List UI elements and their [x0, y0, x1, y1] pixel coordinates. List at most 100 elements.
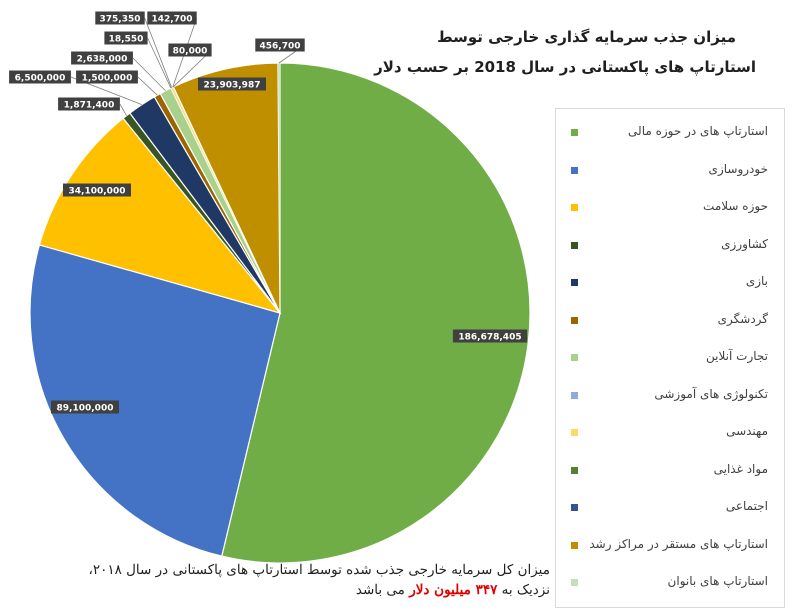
legend-swatch-2 [571, 204, 578, 211]
chart-title-line-1: میزان جذب سرمایه گذاری خارجی توسط [437, 28, 736, 46]
legend-label-2: حوزه سلامت [703, 199, 768, 213]
data-label-text-12: 456,700 [260, 41, 301, 51]
data-label-box-12 [255, 38, 305, 52]
caption-line-2: نزدیک به ۳۴۷ میلیون دلار می باشد [20, 580, 550, 600]
caption-total-highlight: ۳۴۷ میلیون دلار [409, 582, 498, 598]
data-label-box-2 [63, 183, 131, 197]
legend-item-1: خودروسازی [556, 161, 784, 181]
data-label-box-5 [76, 70, 138, 84]
caption: میزان کل سرمایه خارجی جذب شده توسط استار… [20, 560, 550, 600]
data-label-text-11: 23,903,987 [204, 80, 261, 90]
legend-item-12: استارتاپ های بانوان [556, 573, 784, 593]
legend-item-4: بازی [556, 273, 784, 293]
legend-swatch-6 [571, 354, 578, 361]
legend-label-11: استارتاپ های مستقر در مراکز رشد [589, 536, 768, 551]
legend-swatch-10 [571, 504, 578, 511]
data-label-9: 142,700 [147, 11, 197, 25]
legend-label-1: خودروسازی [708, 161, 768, 176]
data-label-box-0 [452, 329, 528, 343]
legend-label-4: بازی [745, 274, 768, 288]
leader-line-3 [119, 103, 127, 116]
data-label-text-1: 89,100,000 [57, 403, 114, 413]
legend-item-11: استارتاپ های مستقر در مراکز رشد [556, 536, 784, 556]
data-label-5: 1,500,000 [76, 70, 138, 84]
data-label-text-3: 1,871,400 [64, 100, 115, 110]
legend-swatch-5 [571, 316, 578, 324]
data-label-10: 80,000 [168, 43, 212, 57]
data-label-box-6 [71, 51, 133, 65]
legend-swatch-9 [571, 466, 578, 474]
caption-suffix: می باشد [355, 582, 410, 598]
legend-swatch-0 [571, 129, 578, 136]
legend-label-10: اجتماعی [725, 499, 768, 513]
legend-label-0: استارتاپ های در حوزه مالی [628, 124, 768, 138]
data-label-box-4 [9, 70, 71, 84]
pie-slice-1 [29, 244, 281, 557]
legend-item-3: کشاورزی [556, 236, 784, 256]
caption-line-1: میزان کل سرمایه خارجی جذب شده توسط استار… [88, 562, 550, 578]
legend-label-5: گردشگری [717, 311, 768, 326]
legend-item-7: تکنولوژی های آموزشی [556, 386, 784, 406]
data-label-11: 23,903,987 [198, 77, 266, 91]
data-label-box-11 [198, 77, 266, 91]
legend-item-0: استارتاپ های در حوزه مالی [556, 123, 784, 143]
legend-label-8: مهندسی [726, 424, 768, 438]
data-label-text-7: 18,550 [109, 34, 144, 44]
legend-swatch-1 [571, 166, 578, 174]
legend-label-3: کشاورزی [721, 236, 768, 251]
legend-item-9: مواد غذایی [556, 461, 784, 481]
data-label-box-10 [168, 43, 212, 57]
leader-line-8 [144, 17, 173, 88]
leader-lines [70, 17, 305, 116]
legend-label-7: تکنولوژی های آموزشی [654, 386, 768, 401]
legend-item-2: حوزه سلامت [556, 198, 784, 218]
pie-slice-11 [172, 62, 281, 314]
data-label-0: 186,678,405 [452, 329, 528, 343]
pie-slice-0 [221, 62, 531, 564]
legend-swatch-7 [571, 391, 578, 399]
data-label-8: 375,350 [95, 11, 145, 25]
legend-label-12: استارتاپ های بانوان [667, 574, 768, 588]
legend-swatch-8 [571, 429, 578, 436]
legend-swatch-3 [571, 241, 578, 249]
data-label-text-2: 34,100,000 [69, 186, 126, 196]
legend-swatch-4 [571, 279, 578, 286]
data-label-4: 6,500,000 [9, 70, 71, 84]
legend-item-10: اجتماعی [556, 498, 784, 518]
legend-swatch-11 [571, 541, 578, 549]
data-label-text-6: 2,638,000 [77, 54, 128, 64]
legend-item-6: تجارت آنلاین [556, 348, 784, 368]
caption-prefix: نزدیک به [497, 582, 550, 598]
data-label-box-1 [51, 400, 119, 414]
data-label-text-5: 1,500,000 [82, 73, 133, 83]
leader-line-5 [137, 76, 158, 96]
legend: استارتاپ های در حوزه مالی خودروسازی حوزه س… [555, 108, 785, 608]
pie-slice-2 [38, 117, 282, 315]
legend-item-5: گردشگری [556, 311, 784, 331]
legend-item-8: مهندسی [556, 423, 784, 443]
legend-swatch-12 [571, 579, 578, 586]
data-label-text-9: 142,700 [152, 14, 193, 24]
chart-title-line-2: استارتاپ های پاکستانی در سال 2018 بر حسب… [374, 58, 756, 76]
data-label-box-9 [147, 11, 197, 25]
legend-label-6: تجارت آنلاین [706, 349, 768, 363]
data-label-12: 456,700 [255, 38, 305, 52]
data-label-text-4: 6,500,000 [15, 73, 66, 83]
data-label-6: 2,638,000 [71, 51, 133, 65]
leader-line-7 [147, 37, 172, 89]
data-labels: 186,678,405 89,100,000 34,100,000 1,871,400… [9, 11, 528, 414]
data-label-3: 1,871,400 [58, 97, 120, 111]
data-label-1: 89,100,000 [51, 400, 119, 414]
data-label-7: 18,550 [104, 31, 148, 45]
legend-label-9: مواد غذایی [713, 461, 768, 476]
data-label-box-8 [95, 11, 145, 25]
data-label-2: 34,100,000 [63, 183, 131, 197]
data-label-text-10: 80,000 [173, 46, 208, 56]
data-label-text-0: 186,678,405 [458, 332, 521, 342]
leader-line-6 [132, 57, 166, 92]
data-label-text-8: 375,350 [100, 14, 141, 24]
data-label-box-3 [58, 97, 120, 111]
pie-slices [29, 62, 531, 564]
data-label-box-7 [104, 31, 148, 45]
